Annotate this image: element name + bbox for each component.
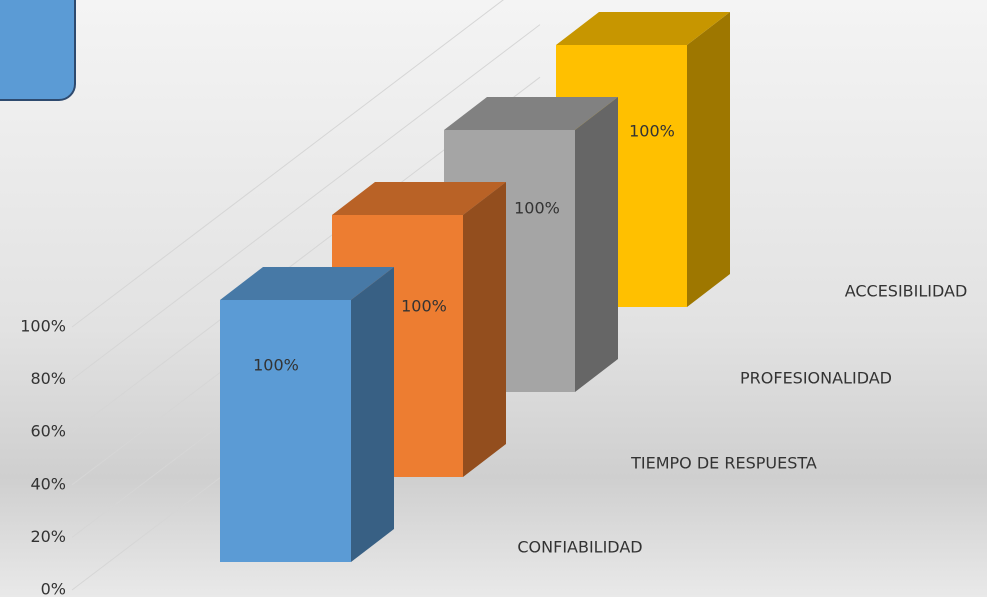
- value-label: 100%: [514, 199, 560, 218]
- corner-box: [0, 0, 76, 101]
- y-tick-label: 60%: [30, 422, 66, 441]
- grid-line: [71, 0, 504, 328]
- bar: [220, 300, 351, 562]
- bar-side: [575, 97, 618, 392]
- y-tick-label: 20%: [30, 527, 66, 546]
- bar-side: [351, 267, 394, 562]
- y-tick-label: 100%: [20, 317, 66, 336]
- bar-top: [444, 97, 618, 130]
- bar-side: [687, 12, 730, 307]
- category-label: ACCESIBILIDAD: [845, 282, 968, 301]
- grid-line: [71, 24, 541, 380]
- value-label: 100%: [629, 122, 675, 141]
- y-tick-label: 80%: [30, 369, 66, 388]
- bar-top: [332, 182, 506, 215]
- y-tick-label: 40%: [30, 474, 66, 493]
- bar-side: [463, 182, 506, 477]
- bar-top: [556, 12, 730, 45]
- category-label: CONFIABILIDAD: [517, 538, 642, 557]
- y-tick-label: 0%: [41, 580, 66, 597]
- value-label: 100%: [253, 356, 299, 375]
- bar-top: [220, 267, 394, 300]
- category-label: PROFESIONALIDAD: [740, 369, 892, 388]
- category-label: TIEMPO DE RESPUESTA: [630, 454, 817, 473]
- value-label: 100%: [401, 297, 447, 316]
